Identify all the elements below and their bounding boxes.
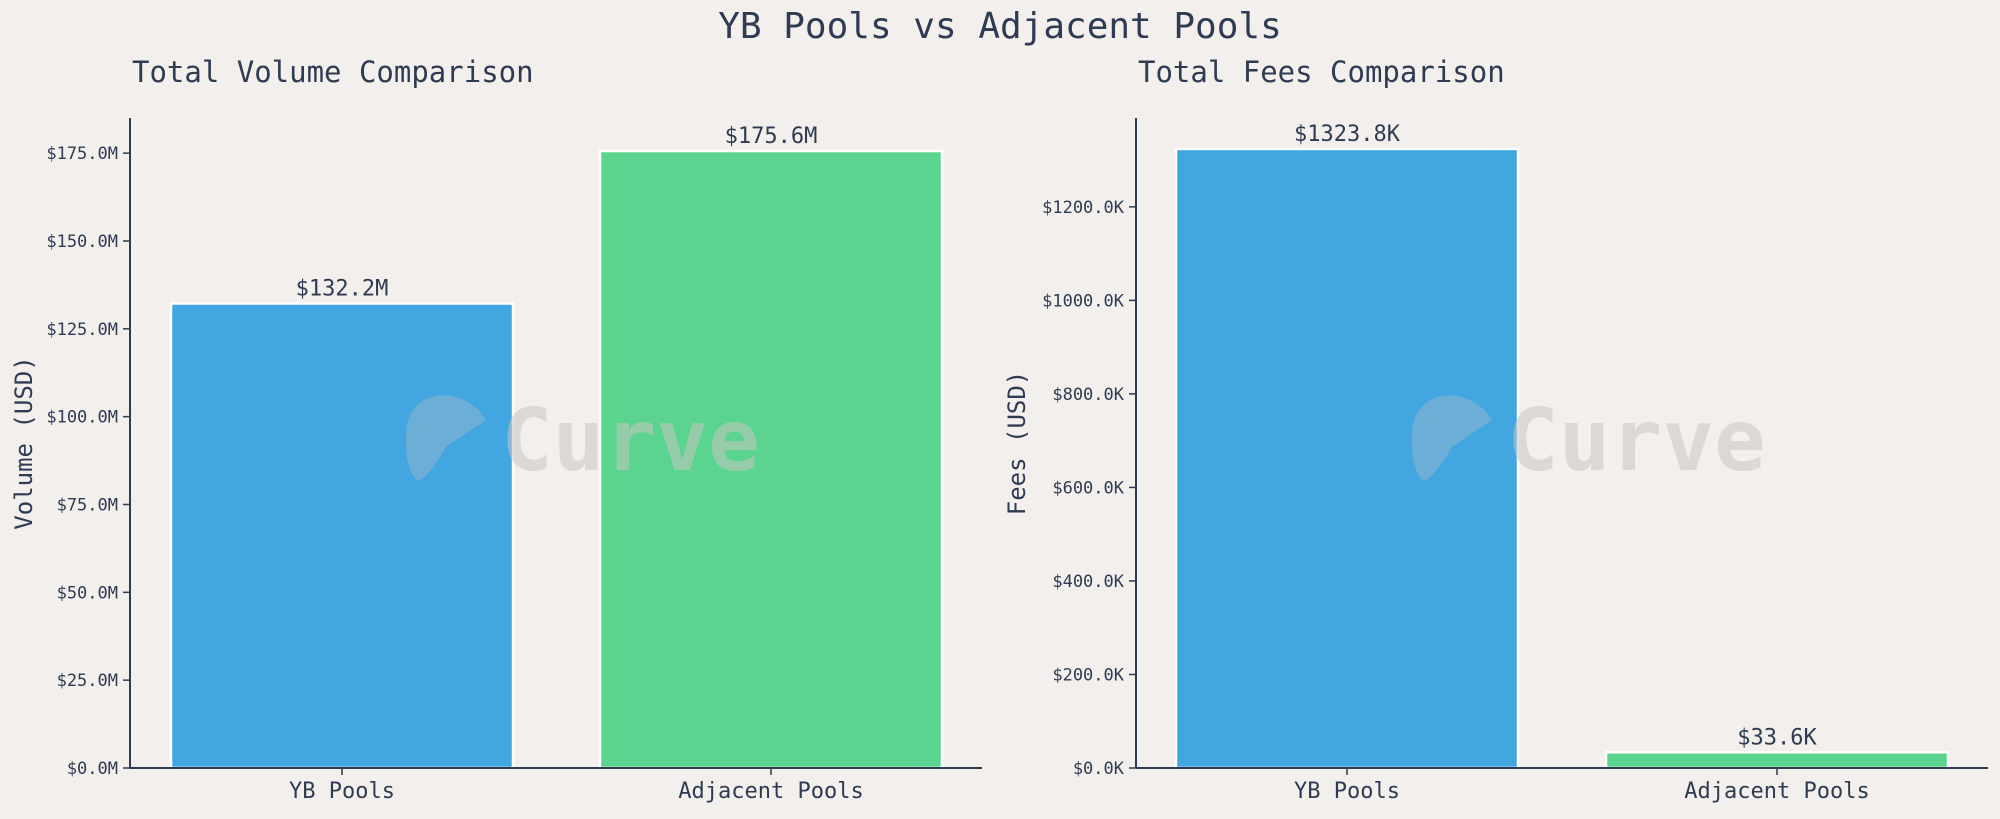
- y-tick-label: $50.0M: [57, 583, 118, 603]
- y-tick-label: $400.0K: [1052, 572, 1124, 592]
- y-tick-label: $800.0K: [1052, 385, 1124, 405]
- bar-adjacent-pools: [598, 149, 944, 770]
- chart-title: Total Fees Comparison: [1138, 55, 1505, 89]
- chart-panel-1: Total Volume Comparison Volume (USD) $132.…: [10, 55, 982, 804]
- y-tick-label: $600.0K: [1052, 478, 1124, 498]
- data-label: $132.2M: [296, 277, 389, 302]
- y-tick-label: $75.0M: [57, 495, 118, 515]
- y-tick-label: $100.0M: [46, 408, 118, 428]
- y-tick-label: $25.0M: [57, 671, 118, 691]
- chart-panel-2: Total Fees Comparison Fees (USD) $1323.8K $…: [1003, 55, 1988, 804]
- bar-yb-pools: [1174, 147, 1520, 770]
- figure-title: YB Pools vs Adjacent Pools: [718, 6, 1282, 47]
- x-tick-label: YB Pools: [289, 779, 395, 804]
- y-tick-label: $1200.0K: [1042, 198, 1125, 218]
- watermark: Curve: [406, 391, 760, 491]
- y-axis-label: Fees (USD): [1003, 371, 1031, 516]
- data-label: $175.6M: [725, 124, 818, 149]
- watermark-text: Curve: [1507, 391, 1766, 491]
- curve-logo-icon: [406, 395, 486, 481]
- data-label: $1323.8K: [1294, 122, 1401, 147]
- y-tick-label: $1000.0K: [1042, 291, 1125, 311]
- y-tick-label: $0.0K: [1073, 759, 1125, 779]
- y-tick-label: $200.0K: [1052, 665, 1124, 685]
- y-tick-label: $0.0M: [67, 759, 118, 779]
- bar-yb-pools: [169, 302, 515, 770]
- watermark-text: Curve: [501, 391, 760, 491]
- x-tick-label: Adjacent Pools: [1684, 779, 1869, 804]
- y-tick-label: $150.0M: [46, 232, 118, 252]
- x-tick-label: YB Pools: [1294, 779, 1400, 804]
- data-label: $33.6K: [1737, 725, 1817, 750]
- y-tick-label: $125.0M: [46, 320, 118, 340]
- y-tick-label: $175.0M: [46, 144, 118, 164]
- curve-logo-icon: [1412, 395, 1492, 481]
- watermark: Curve: [1412, 391, 1766, 491]
- chart-title: Total Volume Comparison: [132, 55, 534, 89]
- y-axis-label: Volume (USD): [10, 356, 38, 529]
- x-tick-label: Adjacent Pools: [678, 779, 863, 804]
- bar-adjacent-pools: [1604, 751, 1950, 770]
